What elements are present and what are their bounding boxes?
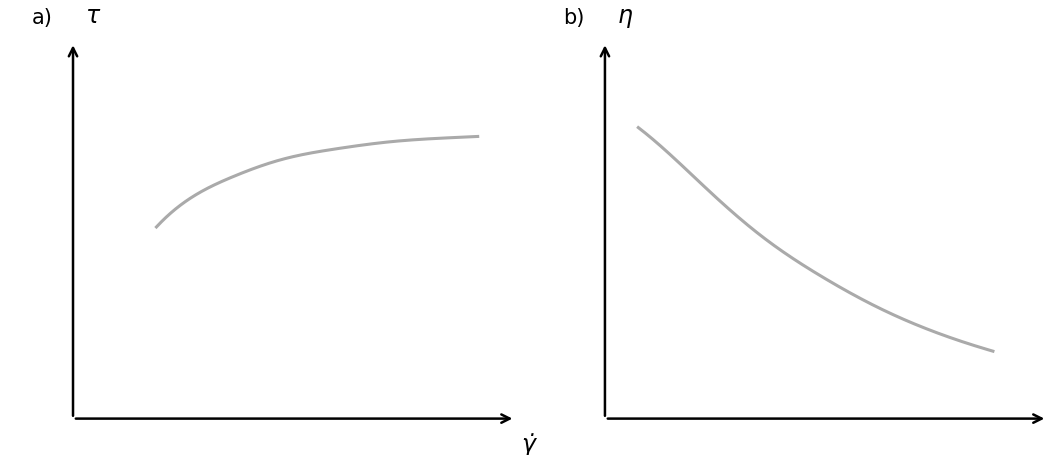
Text: γ̇: γ̇ [520, 433, 535, 455]
Text: a): a) [31, 8, 52, 28]
Text: b): b) [563, 8, 584, 28]
Text: τ: τ [86, 4, 100, 28]
Text: η: η [617, 4, 632, 28]
